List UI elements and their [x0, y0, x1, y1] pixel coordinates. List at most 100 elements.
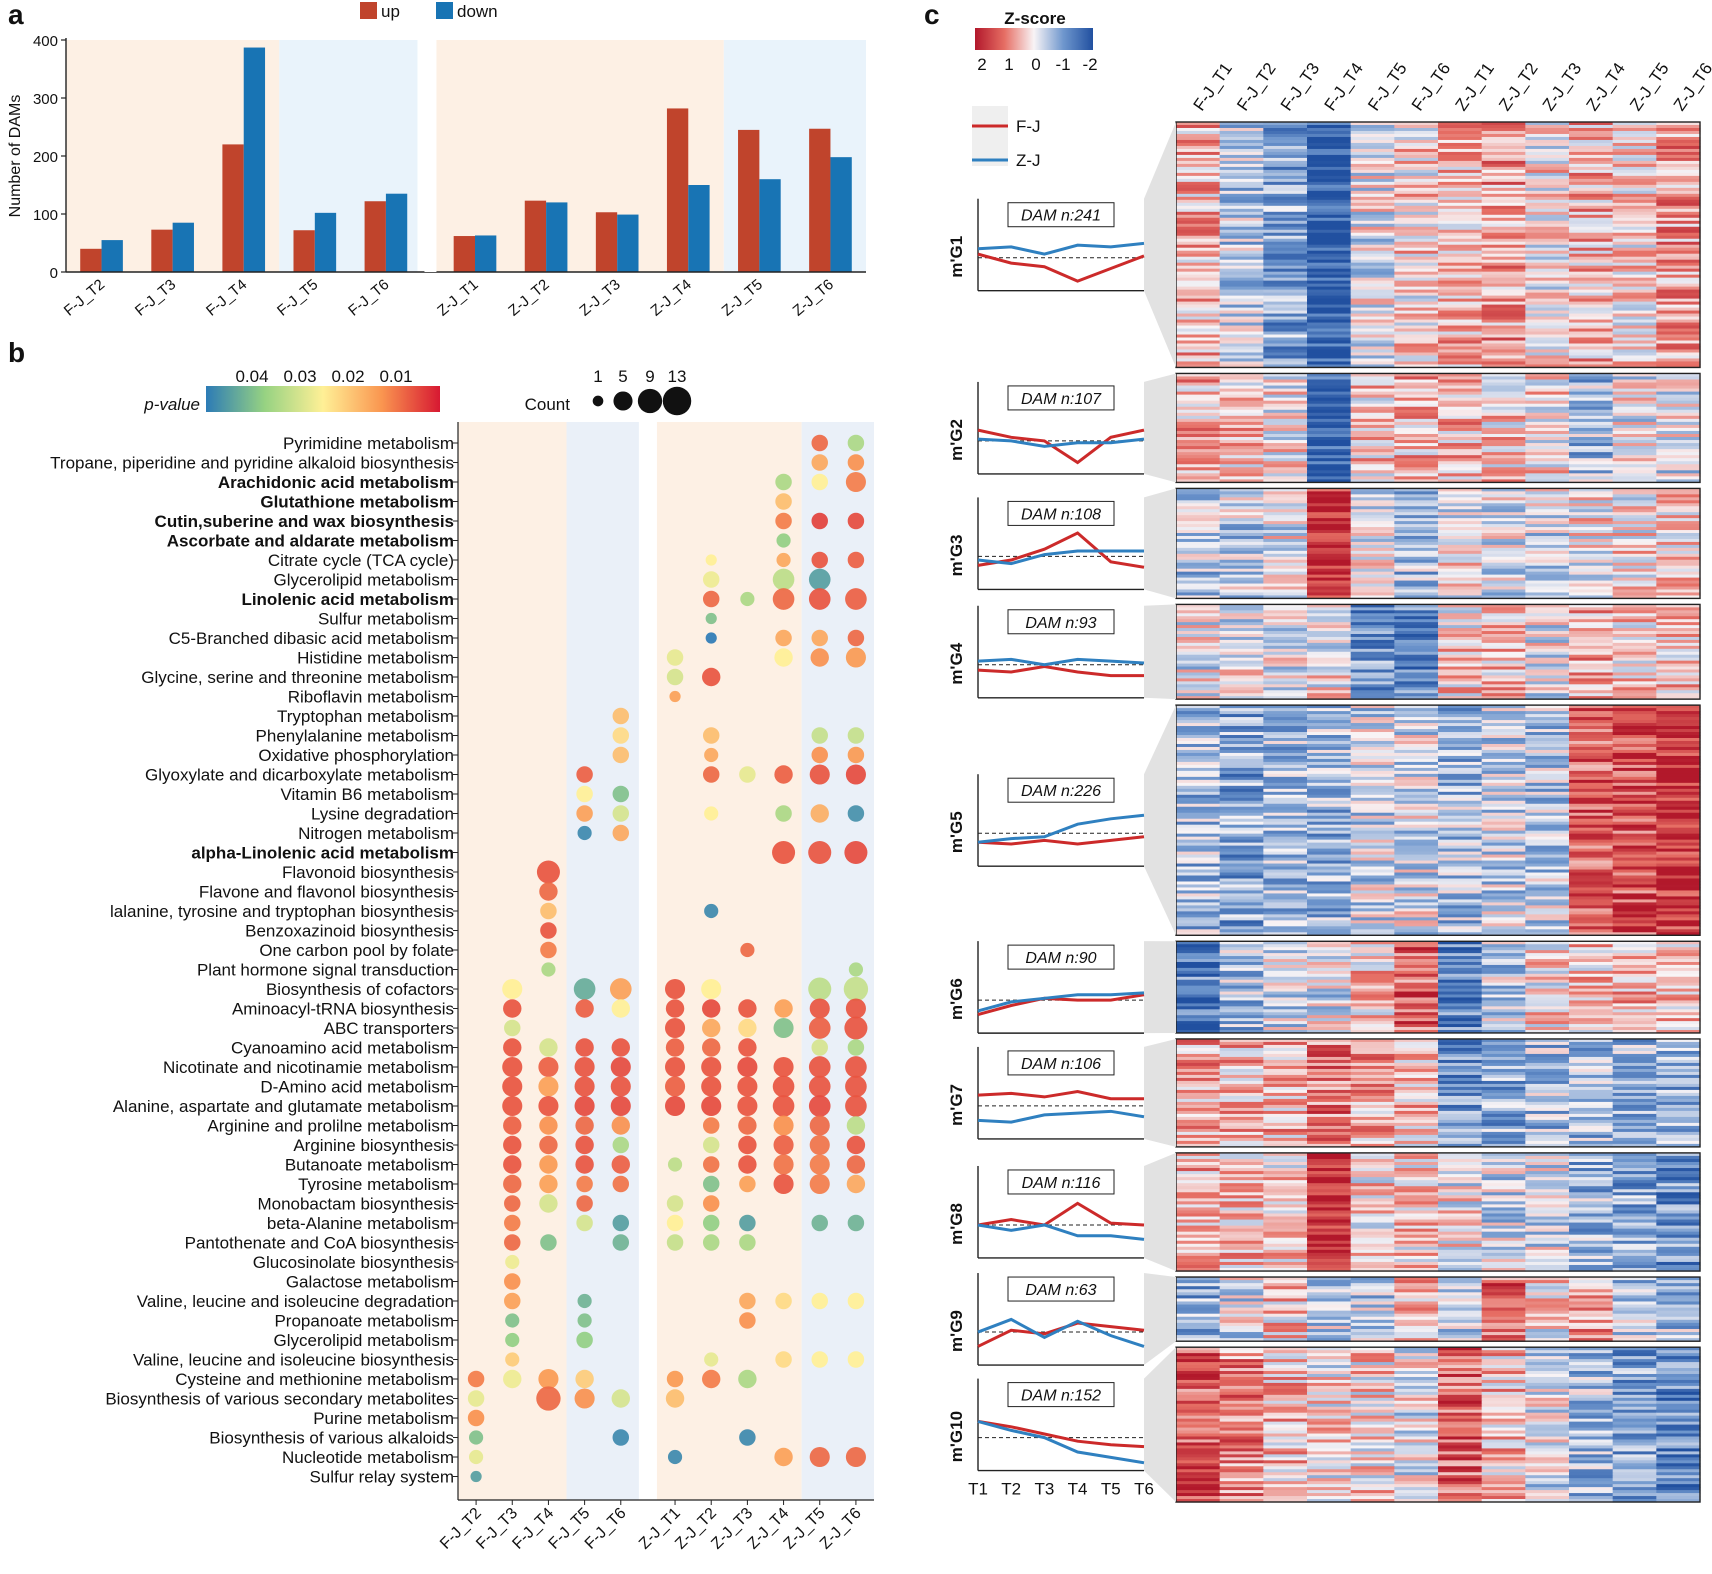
pathway-label: Linolenic acid metabolism	[241, 590, 454, 609]
bubble-point	[848, 1351, 864, 1367]
pathway-label: Oxidative phosphorylation	[258, 746, 454, 765]
bar-up	[596, 212, 617, 272]
bubble-point	[811, 648, 829, 666]
count-legend-dot	[613, 391, 632, 410]
bubble-point	[667, 649, 683, 665]
bubble-point	[810, 1154, 830, 1174]
pathway-label: Pantothenate and CoA biosynthesis	[185, 1234, 454, 1253]
bar-down	[475, 235, 496, 272]
bubble-point	[774, 1018, 794, 1038]
heatmap-column-label: F-J_T5	[1364, 59, 1410, 114]
dam-count-label: DAM n:93	[1025, 615, 1096, 632]
bubble-point	[846, 1447, 866, 1467]
bubble-point	[812, 1215, 828, 1231]
bubble-point	[706, 613, 717, 624]
pathway-label: Cutin,suberine and wax biosynthesis	[155, 512, 454, 531]
bubble-point	[809, 1076, 831, 1098]
bubble-point	[776, 533, 790, 547]
count-legend-dot	[638, 389, 662, 413]
x-tick-label: Z-J_T6	[790, 276, 837, 320]
bubble-point	[773, 1095, 795, 1117]
pathway-label: Phenylalanine metabolism	[256, 727, 454, 746]
heatmap-column-label: Z-J_T2	[1495, 59, 1541, 114]
bubble-point	[539, 1136, 557, 1154]
heatmap-column-label: Z-J_T5	[1626, 59, 1672, 114]
bubble-point	[504, 1020, 520, 1036]
bubble-point	[703, 1176, 719, 1192]
bubble-point	[812, 1351, 828, 1367]
bubble-point	[812, 435, 828, 451]
pathway-label: Glycine, serine and threonine metabolism	[141, 668, 454, 687]
pathway-label: ABC transporters	[324, 1019, 454, 1038]
bubble-point	[738, 1116, 756, 1134]
pathway-label: Pyrimidine metabolism	[283, 434, 454, 453]
pathway-label: Biosynthesis of various alkaloids	[209, 1429, 454, 1448]
bubble-point	[665, 979, 685, 999]
bubble-point	[575, 1155, 593, 1173]
bubble-point	[576, 786, 592, 802]
x-tick-label: Z-J_T1	[434, 276, 481, 320]
bubble-point	[575, 1388, 595, 1408]
dam-count-label: DAM n:226	[1021, 783, 1101, 800]
bubble-point	[667, 1234, 683, 1250]
bubble-point	[611, 1096, 631, 1116]
bar-up	[454, 236, 475, 272]
bubble-point	[847, 1175, 865, 1193]
bubble-point	[503, 1136, 521, 1154]
bubble-point	[612, 1389, 630, 1407]
y-axis-label: Number of DAMs	[7, 95, 24, 218]
bubble-point	[809, 1017, 831, 1039]
pathway-label: Purine metabolism	[313, 1409, 454, 1428]
bubble-point	[576, 1176, 592, 1192]
bubble-point	[738, 1155, 756, 1173]
bar-down	[688, 185, 709, 272]
bubble-point	[739, 1293, 755, 1309]
pathway-label: Glycerolipid metabolism	[274, 571, 454, 590]
bar-up	[667, 108, 688, 272]
legend-label-down: down	[457, 2, 498, 21]
cluster-label: m'G4	[947, 642, 966, 684]
pathway-label: Tropane, piperidine and pyridine alkaloi…	[50, 454, 454, 473]
bubble-point	[848, 552, 864, 568]
bubble-point	[845, 588, 867, 610]
pathway-label: Histidine metabolism	[297, 649, 454, 668]
bubble-point	[810, 1447, 830, 1467]
count-tick-label: 9	[645, 367, 654, 386]
bubble-point	[505, 1313, 519, 1327]
pathway-label: Vitamin B6 metabolism	[280, 785, 454, 804]
colorbar-tick-label: -2	[1082, 55, 1097, 74]
bubble-point	[505, 1352, 519, 1366]
colorbar-tick-label: -1	[1055, 55, 1070, 74]
bubble-point	[469, 1450, 483, 1464]
bubble-point	[503, 1038, 521, 1056]
bubble-point	[575, 1116, 593, 1134]
bar-down	[759, 179, 780, 272]
heatmap-column-label: F-J_T1	[1190, 59, 1236, 114]
bubble-point	[845, 1056, 867, 1078]
bubble-point	[848, 805, 864, 821]
bubble-point	[812, 1293, 828, 1309]
bubble-point	[540, 1234, 556, 1250]
bubble-point	[810, 998, 830, 1018]
bubble-point	[470, 1471, 481, 1482]
bubble-point	[502, 1057, 522, 1077]
count-tick-label: 1	[593, 367, 602, 386]
bubble-point	[812, 727, 828, 743]
bubble-point	[574, 978, 596, 1000]
bubble-point	[575, 1136, 593, 1154]
bubble-point	[776, 553, 790, 567]
colorbar-tick-label: 2	[977, 55, 986, 74]
bubble-point	[810, 764, 830, 784]
bubble-point	[812, 747, 828, 763]
bubble-point	[701, 1076, 721, 1096]
pathway-label: Propanoate metabolism	[274, 1312, 454, 1331]
group-divider	[644, 422, 652, 1500]
pathway-label: Nitrogen metabolism	[298, 824, 454, 843]
bubble-point	[774, 999, 792, 1017]
bubble-point	[704, 1352, 718, 1366]
pathway-label: Valine, leucine and isoleucine degradati…	[137, 1292, 454, 1311]
bubble-point	[810, 1135, 830, 1155]
bubble-point	[704, 748, 718, 762]
x-tick-label: Z-J_T5	[719, 276, 766, 320]
